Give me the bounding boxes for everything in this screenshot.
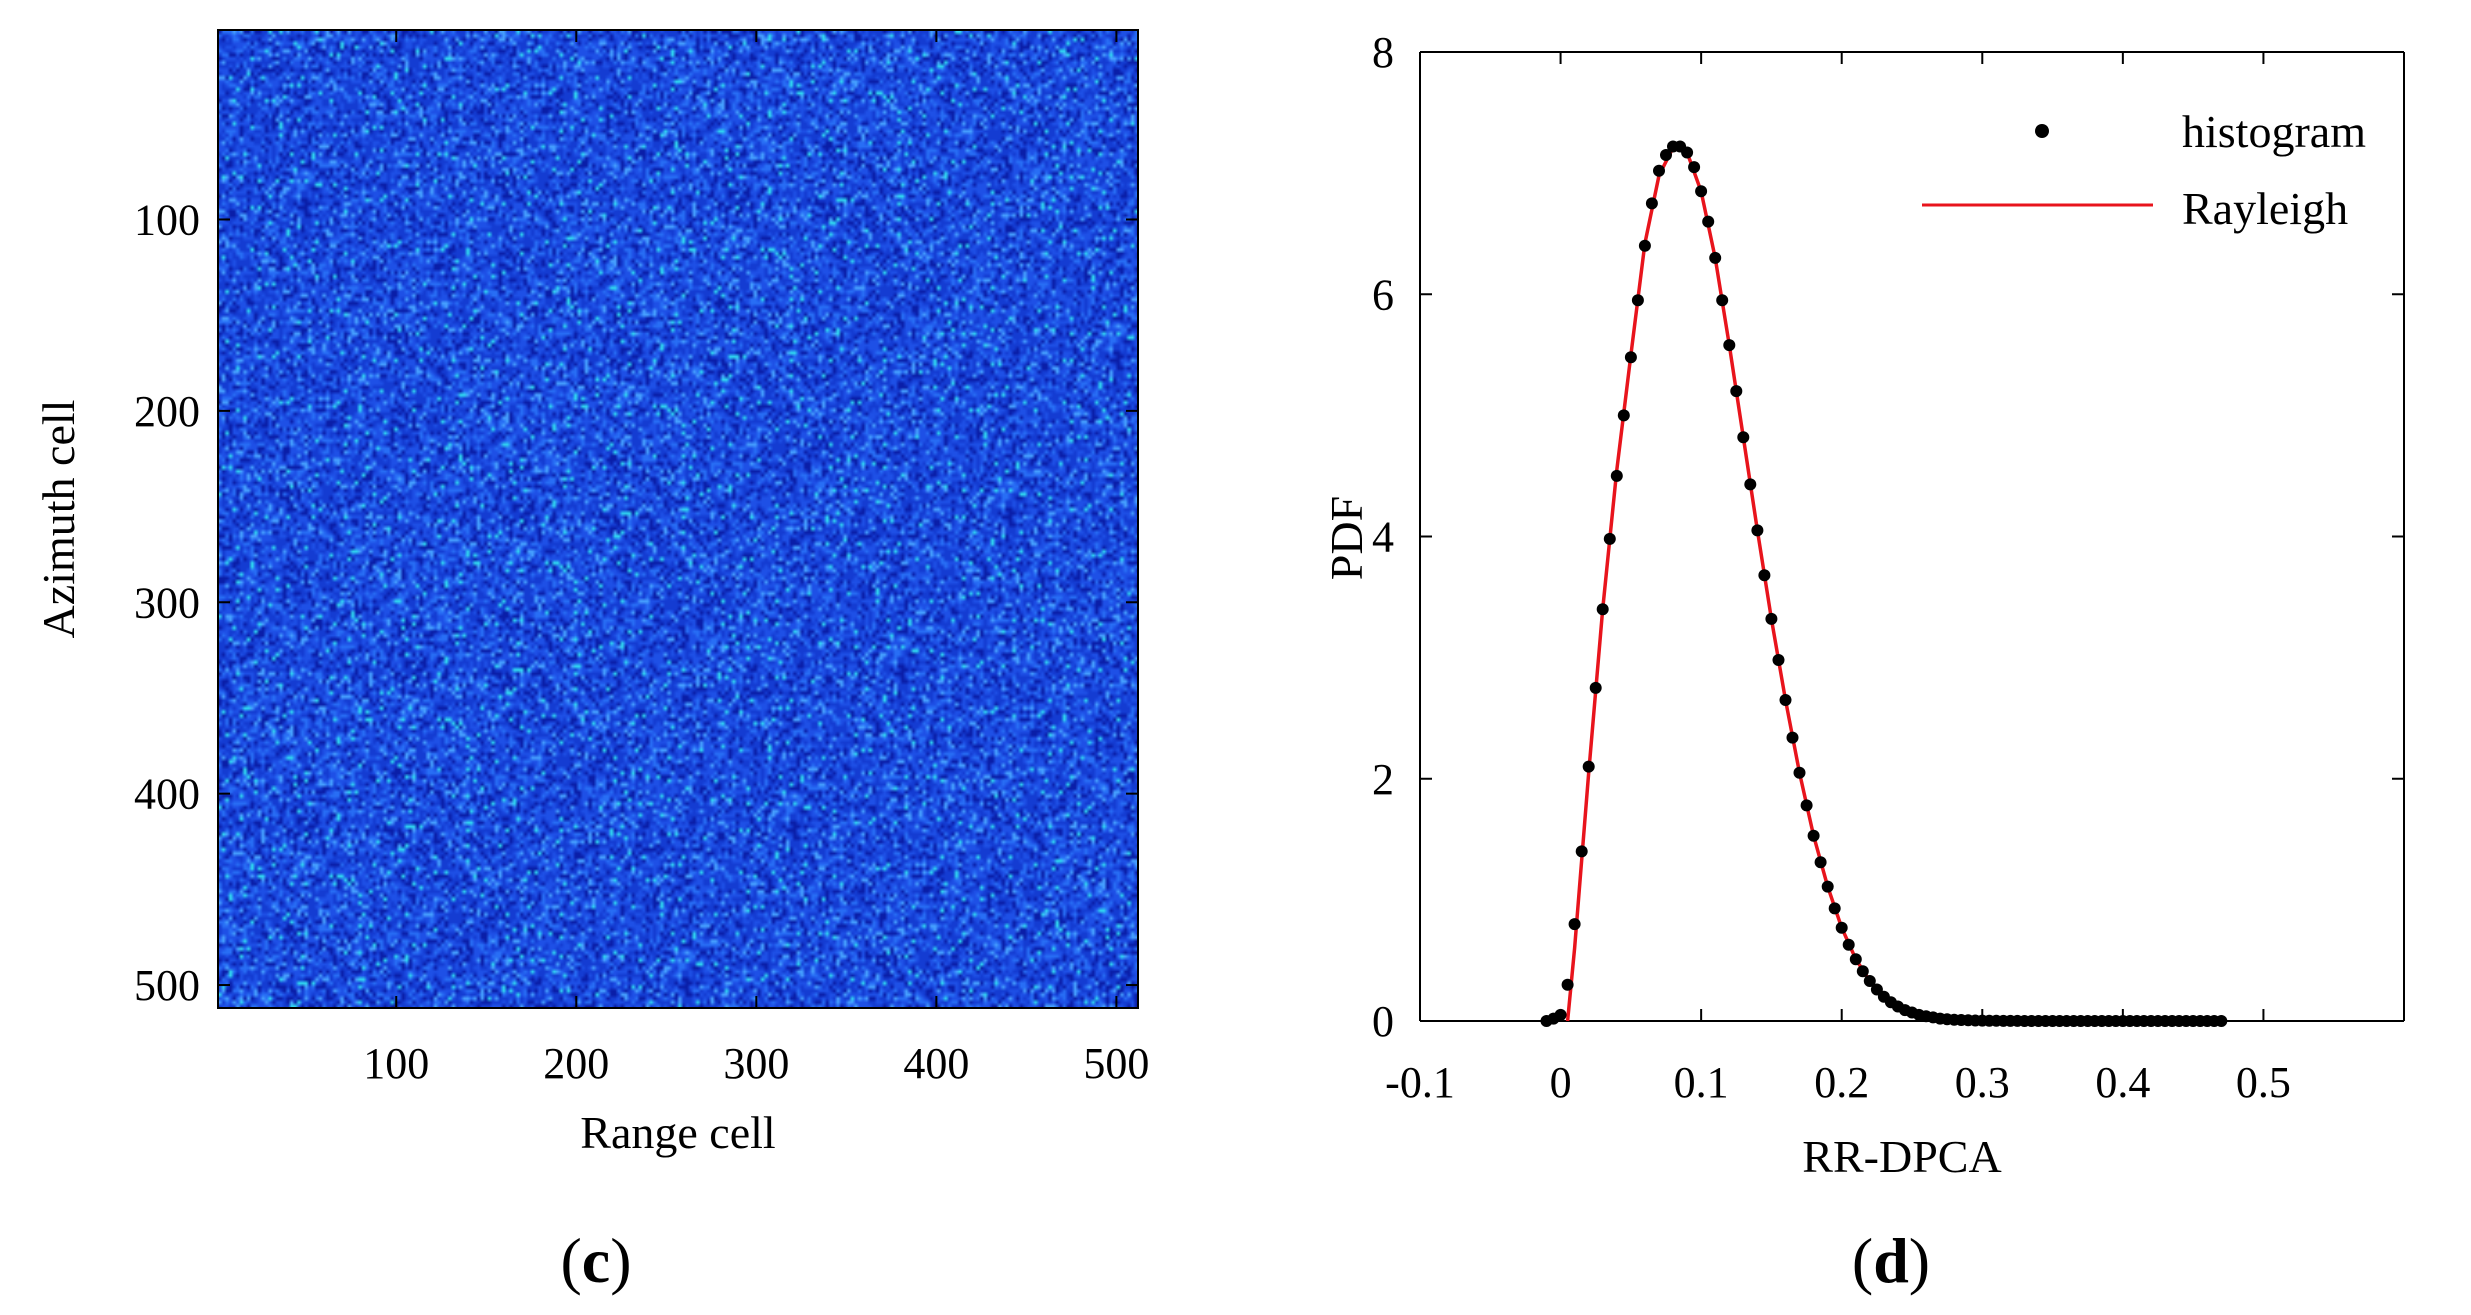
histogram-point bbox=[1772, 654, 1785, 666]
histogram-point bbox=[1575, 845, 1588, 858]
panel-c-y-tick-label: 100 bbox=[134, 195, 200, 244]
histogram-point bbox=[1610, 469, 1623, 482]
panel-c-y-tick-label: 300 bbox=[134, 578, 200, 627]
panel-c-label-open-paren: ( bbox=[560, 1225, 581, 1296]
panel-d-y-tick-label: 8 bbox=[1372, 28, 1394, 77]
panel-c: 100 200 300 400 500 100 200 300 400 500 Range ce… bbox=[33, 29, 1149, 1296]
histogram-point bbox=[1821, 880, 1834, 893]
histogram-point bbox=[1624, 351, 1637, 364]
rayleigh-series bbox=[1565, 143, 2222, 1023]
panel-c-y-tick-label: 400 bbox=[134, 770, 200, 819]
panel-d-y-tick-label: 0 bbox=[1372, 997, 1394, 1046]
histogram-point bbox=[1793, 766, 1806, 779]
panel-d-y-ticks: 0 2 4 6 8 bbox=[1372, 28, 2404, 1046]
panel-c-x-tick-label: 100 bbox=[363, 1039, 429, 1088]
panel-d-x-tick-label: 0.5 bbox=[2236, 1058, 2291, 1107]
histogram-point bbox=[1688, 161, 1701, 174]
histogram-point bbox=[1568, 918, 1581, 931]
histogram-point bbox=[1765, 612, 1778, 625]
histogram-point bbox=[1716, 294, 1729, 307]
panel-d-x-ticks: -0.1 0 0.1 0.2 0.3 0.4 0.5 bbox=[1385, 52, 2291, 1107]
histogram-point bbox=[1779, 694, 1792, 706]
histogram-point bbox=[1554, 1008, 1567, 1021]
histogram-point bbox=[1681, 146, 1694, 159]
histogram-point bbox=[1653, 164, 1665, 177]
histogram-point bbox=[1631, 294, 1644, 307]
panel-c-label-letter: c bbox=[582, 1225, 610, 1296]
histogram-point bbox=[1842, 938, 1855, 951]
legend-rayleigh-label: Rayleigh bbox=[2182, 183, 2348, 234]
panel-c-x-ticks: 100 200 300 400 500 bbox=[363, 30, 1149, 1088]
panel-d-x-tick-label: 0.1 bbox=[1674, 1058, 1729, 1107]
histogram-point bbox=[1638, 239, 1651, 252]
panel-c-x-tick-label: 500 bbox=[1083, 1039, 1149, 1088]
panel-d-label-letter: d bbox=[1873, 1225, 1909, 1296]
panel-c-axes-box bbox=[217, 29, 1139, 1009]
histogram-point bbox=[1596, 603, 1609, 616]
panel-d-x-tick-label: 0 bbox=[1550, 1058, 1572, 1107]
panel-c-x-tick-label: 200 bbox=[543, 1039, 609, 1088]
heatmap-image bbox=[218, 30, 1138, 1008]
histogram-point bbox=[1617, 409, 1630, 422]
panel-c-label: (c) bbox=[560, 1225, 631, 1296]
panel-c-y-ticks: 100 200 300 400 500 bbox=[134, 195, 1138, 1010]
histogram-point bbox=[1800, 799, 1813, 812]
histogram-point bbox=[1561, 978, 1574, 991]
panel-d: -0.1 0 0.1 0.2 0.3 0.4 0.5 0 2 4 6 8 histogram Ray… bbox=[1321, 28, 2405, 1296]
histogram-point bbox=[1758, 569, 1771, 582]
panel-c-x-axis-label: Range cell bbox=[580, 1107, 775, 1158]
histogram-point bbox=[2215, 1015, 2228, 1027]
panel-c-y-axis-label: Azimuth cell bbox=[33, 400, 84, 639]
histogram-point bbox=[1835, 921, 1848, 934]
histogram-point bbox=[1849, 953, 1862, 966]
panel-d-label-open-paren: ( bbox=[1852, 1225, 1873, 1296]
panel-c-y-tick-label: 200 bbox=[134, 387, 200, 436]
histogram-point bbox=[1702, 215, 1715, 228]
legend: histogram Rayleigh bbox=[1922, 106, 2366, 234]
histogram-point bbox=[1709, 251, 1722, 264]
histogram-point bbox=[1856, 965, 1869, 978]
panel-d-x-tick-label: 0.2 bbox=[1814, 1058, 1869, 1107]
panel-d-x-tick-label: 0.3 bbox=[1955, 1058, 2010, 1107]
histogram-point bbox=[1695, 185, 1708, 198]
histogram-point bbox=[1863, 975, 1876, 987]
histogram-point bbox=[1751, 524, 1764, 537]
histogram-point bbox=[1660, 149, 1672, 161]
histogram-point bbox=[1603, 532, 1616, 545]
histogram-point bbox=[1589, 681, 1602, 694]
panel-d-label-close-paren: ) bbox=[1909, 1225, 1930, 1296]
legend-histogram-label: histogram bbox=[2182, 106, 2366, 157]
panel-d-x-tick-label: -0.1 bbox=[1385, 1058, 1455, 1107]
panel-d-x-tick-label: 0.4 bbox=[2095, 1058, 2150, 1107]
panel-d-x-axis-label: RR-DPCA bbox=[1802, 1131, 2001, 1182]
rayleigh-curve bbox=[1565, 143, 2222, 1023]
histogram-point bbox=[1786, 731, 1799, 744]
histogram-point bbox=[1807, 829, 1820, 842]
histogram-series bbox=[1540, 140, 2228, 1027]
panel-d-y-tick-label: 4 bbox=[1372, 513, 1394, 562]
histogram-point bbox=[1814, 856, 1827, 869]
panel-d-label: (d) bbox=[1852, 1225, 1930, 1296]
histogram-point bbox=[1645, 197, 1658, 210]
panel-d-y-tick-label: 6 bbox=[1372, 270, 1394, 319]
histogram-point bbox=[1723, 339, 1736, 352]
panel-c-label-close-paren: ) bbox=[610, 1225, 631, 1296]
panel-c-x-tick-label: 400 bbox=[903, 1039, 969, 1088]
histogram-point bbox=[1744, 478, 1757, 491]
panel-d-y-axis-label: PDF bbox=[1321, 496, 1372, 580]
legend-histogram-marker bbox=[2035, 124, 2049, 138]
panel-c-x-tick-label: 300 bbox=[723, 1039, 789, 1088]
panel-d-y-tick-label: 2 bbox=[1372, 755, 1394, 804]
histogram-point bbox=[1828, 902, 1841, 915]
panel-c-y-tick-label: 500 bbox=[134, 961, 200, 1010]
histogram-point bbox=[1737, 431, 1750, 444]
histogram-point bbox=[1582, 760, 1595, 773]
histogram-point bbox=[1730, 385, 1743, 398]
